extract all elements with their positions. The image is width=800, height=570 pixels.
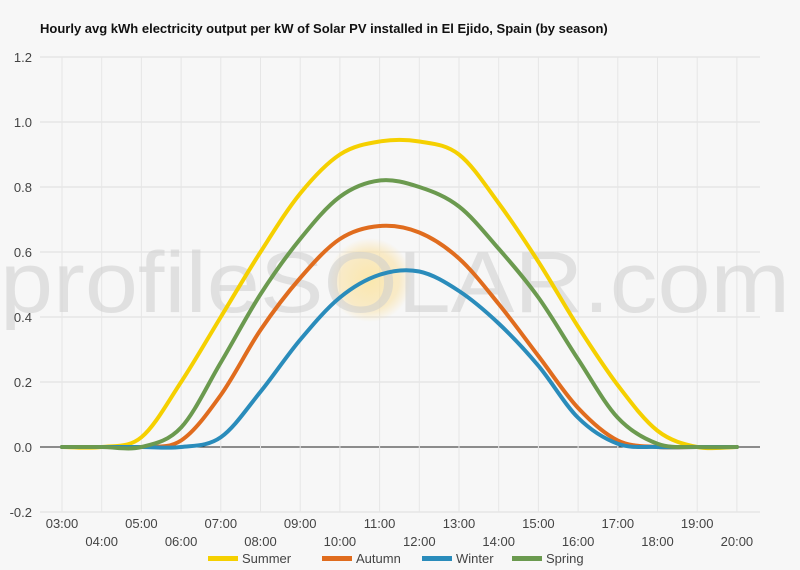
- x-tick-label: 20:00: [721, 534, 754, 549]
- legend-swatch: [208, 556, 238, 561]
- x-tick-label: 17:00: [602, 516, 635, 531]
- legend-label: Autumn: [356, 551, 401, 566]
- x-tick-label: 18:00: [641, 534, 674, 549]
- y-tick-label: 0.8: [14, 180, 32, 195]
- y-tick-label: 0.2: [14, 375, 32, 390]
- y-tick-label: 1.2: [14, 50, 32, 65]
- chart-title: Hourly avg kWh electricity output per kW…: [40, 21, 608, 36]
- x-tick-label: 19:00: [681, 516, 714, 531]
- legend-label: Spring: [546, 551, 584, 566]
- x-tick-label: 13:00: [443, 516, 476, 531]
- x-axis-ticks: 03:00 04:00 05:00 06:00 07:00 08:00 09:00 10:00…: [46, 516, 753, 549]
- y-axis-ticks: -0.2 0.0 0.2 0.4 0.6 0.8 1.0 1.2: [10, 50, 32, 520]
- watermark: profileSOLAR.com: [0, 235, 790, 331]
- legend-label: Winter: [456, 551, 494, 566]
- x-tick-label: 11:00: [364, 516, 396, 531]
- series-line-autumn: [60, 223, 739, 450]
- watermark-text: profileSOLAR.com: [0, 235, 790, 331]
- x-tick-label: 06:00: [165, 534, 198, 549]
- legend-item-autumn[interactable]: Autumn: [322, 551, 401, 566]
- series-line-winter: [60, 268, 739, 450]
- legend-item-spring[interactable]: Spring: [512, 551, 584, 566]
- x-tick-label: 15:00: [522, 516, 555, 531]
- legend-item-winter[interactable]: Winter: [422, 551, 494, 566]
- legend-label: Summer: [242, 551, 292, 566]
- x-tick-label: 08:00: [244, 534, 277, 549]
- legend-swatch: [322, 556, 352, 561]
- x-tick-label: 09:00: [284, 516, 317, 531]
- y-tick-label: 0.4: [14, 310, 32, 325]
- y-tick-label: 0.0: [14, 440, 32, 455]
- x-tick-label: 14:00: [482, 534, 515, 549]
- x-tick-label: 16:00: [562, 534, 595, 549]
- x-tick-label: 04:00: [85, 534, 118, 549]
- legend-item-summer[interactable]: Summer: [208, 551, 292, 566]
- legend-swatch: [512, 556, 542, 561]
- legend-swatch: [422, 556, 452, 561]
- x-tick-label: 12:00: [403, 534, 436, 549]
- series-lines: [60, 137, 739, 451]
- legend[interactable]: Summer Autumn Winter Spring: [208, 551, 584, 566]
- x-tick-label: 05:00: [125, 516, 158, 531]
- y-tick-label: 0.6: [14, 245, 32, 260]
- x-tick-label: 10:00: [324, 534, 357, 549]
- series-line-spring: [60, 178, 739, 451]
- y-tick-label: -0.2: [10, 505, 32, 520]
- series-line-summer: [60, 137, 739, 451]
- x-tick-label: 07:00: [205, 516, 238, 531]
- y-tick-label: 1.0: [14, 115, 32, 130]
- x-tick-label: 03:00: [46, 516, 79, 531]
